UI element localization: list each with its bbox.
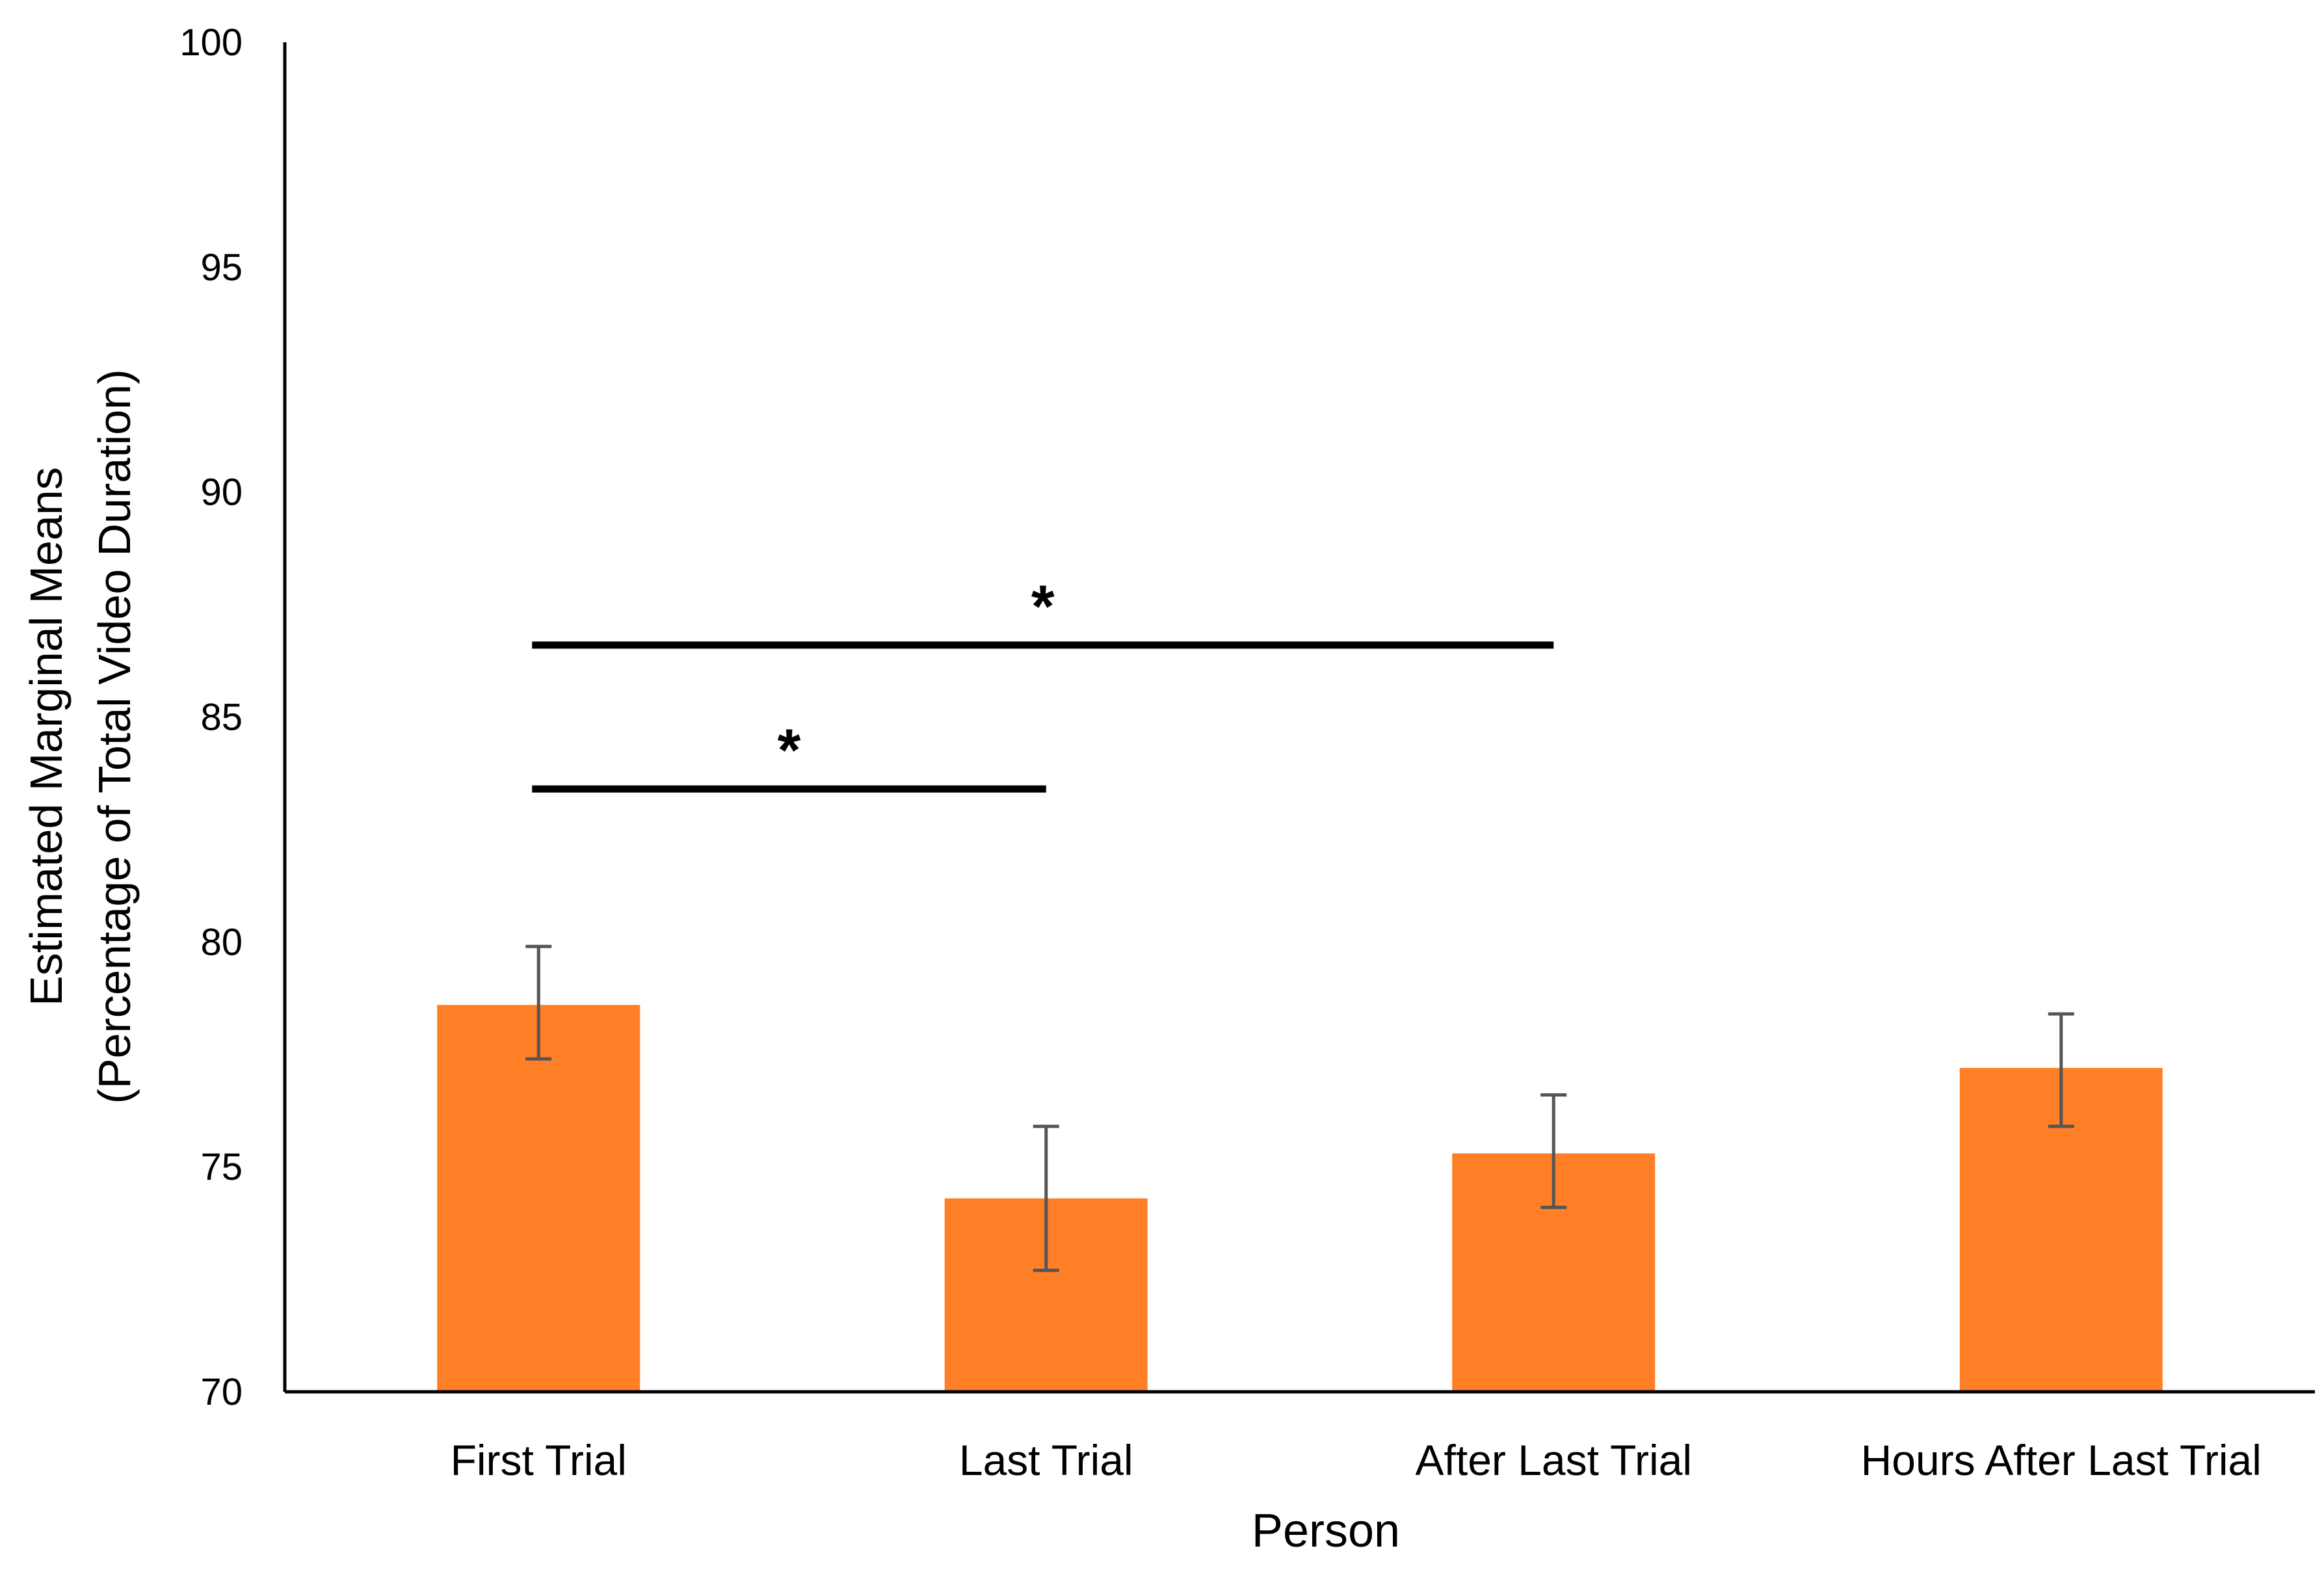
y-axis-title-line: Estimated Marginal Means xyxy=(21,467,72,1006)
significance-brackets: ** xyxy=(532,574,1554,793)
y-tick-label: 95 xyxy=(200,246,243,289)
x-tick-label: Last Trial xyxy=(959,1436,1133,1484)
bar xyxy=(437,1005,640,1392)
y-tick-label: 80 xyxy=(200,921,243,963)
y-axis-title: Estimated Marginal Means (Percentage of T… xyxy=(21,369,140,1104)
significance-marker: * xyxy=(778,717,801,784)
y-axis-title-line: (Percentage of Total Video Duration) xyxy=(89,369,140,1104)
y-tick-label: 75 xyxy=(200,1146,243,1188)
y-tick-label: 90 xyxy=(200,472,243,514)
x-axis: First Trial Last Trial After Last Trial Hou… xyxy=(285,1390,2315,1484)
x-tick-label: After Last Trial xyxy=(1416,1436,1693,1484)
x-tick-label: First Trial xyxy=(451,1436,627,1484)
error-bars xyxy=(525,944,2074,1272)
bars xyxy=(437,1005,2163,1392)
y-tick-label: 70 xyxy=(200,1371,243,1413)
significance-marker: * xyxy=(1031,574,1055,640)
y-tick-label: 100 xyxy=(179,21,243,64)
x-axis-title: Person xyxy=(1252,1505,1400,1557)
y-tick-label: 85 xyxy=(200,697,243,739)
y-axis: 70 75 80 85 90 95 100 xyxy=(179,21,287,1413)
axis-titles: Person Estimated Marginal Means (Percentag… xyxy=(21,369,1400,1557)
x-tick-label: Hours After Last Trial xyxy=(1861,1436,2262,1484)
